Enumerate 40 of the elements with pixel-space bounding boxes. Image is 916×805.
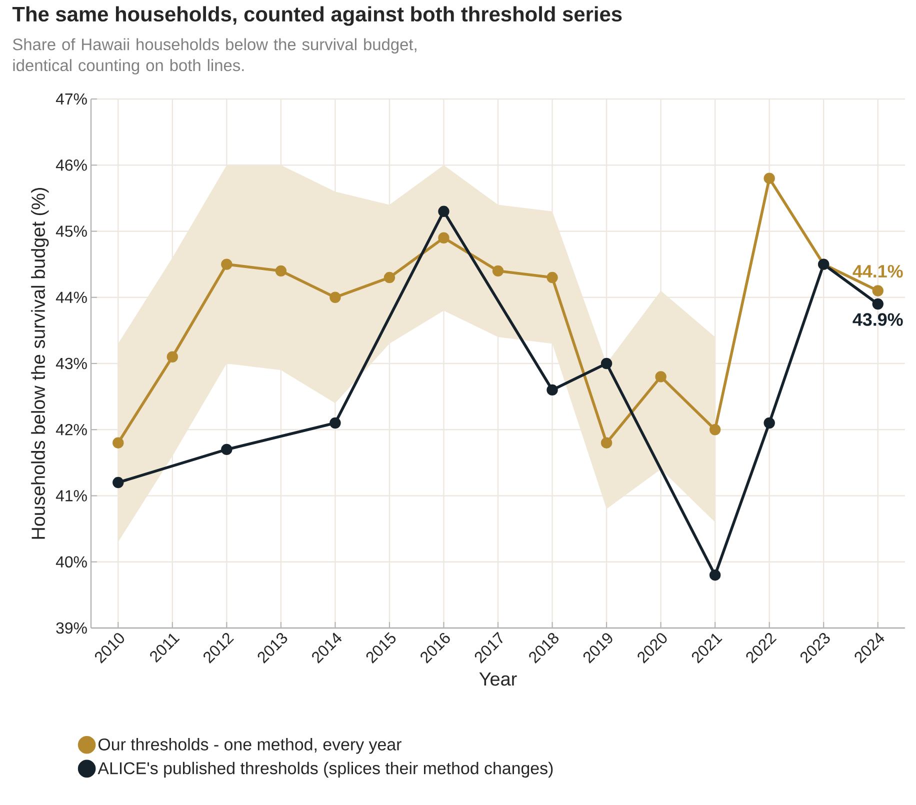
point — [384, 272, 396, 284]
point — [764, 417, 775, 429]
y-axis-title: Households below the survival budget (%) — [31, 188, 49, 539]
y-tick-label: 42% — [56, 424, 87, 436]
point — [492, 265, 504, 277]
legend-label: Our thresholds - one method, every year — [98, 738, 402, 754]
y-tick-label: 46% — [56, 159, 87, 171]
point — [872, 285, 884, 296]
data-label: 44.1% — [852, 264, 903, 278]
point — [438, 232, 450, 244]
y-tick-label: 41% — [56, 490, 87, 502]
point — [112, 476, 124, 488]
point — [438, 206, 450, 218]
data-label: 43.9% — [852, 313, 903, 326]
point — [330, 292, 341, 303]
point — [709, 424, 721, 436]
point — [872, 298, 884, 310]
point — [221, 258, 232, 270]
point — [275, 265, 287, 277]
point — [600, 358, 612, 370]
y-tick-label: 40% — [56, 556, 87, 568]
point — [330, 417, 341, 429]
point — [709, 570, 721, 581]
y-tick-label: 44% — [56, 292, 87, 303]
y-tick-label: 45% — [56, 226, 87, 237]
point — [546, 384, 558, 396]
x-axis-title: Year — [479, 672, 517, 686]
point — [166, 351, 178, 362]
point — [764, 172, 775, 184]
y-tick-label: 39% — [56, 622, 87, 634]
point — [221, 444, 232, 456]
point — [546, 272, 558, 284]
y-tick-label: 43% — [56, 358, 87, 370]
y-tick-label: 47% — [56, 93, 87, 105]
chart-subtitle: Share of Hawaii households below the survival budget, identical counting on both lines. — [12, 38, 416, 74]
point — [600, 437, 612, 448]
chart-title: The same households, counted against both threshold series — [12, 6, 622, 26]
point — [655, 371, 666, 382]
legend-label: ALICE's published thresholds (splices their method changes) — [98, 762, 553, 778]
point — [112, 437, 124, 448]
